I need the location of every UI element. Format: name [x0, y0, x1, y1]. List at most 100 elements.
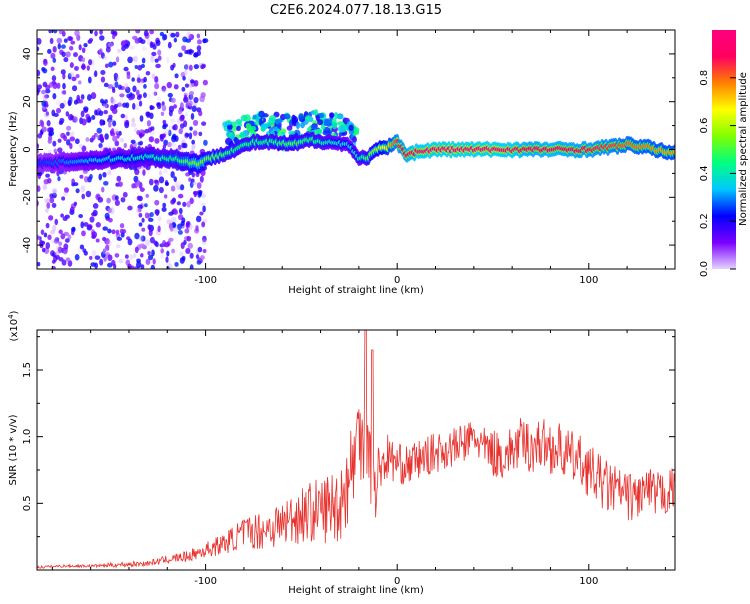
spectrogram-cell — [91, 250, 97, 257]
spectrogram-cell — [185, 220, 191, 227]
spectrogram-cell — [104, 238, 110, 245]
spectrogram-cell — [164, 194, 168, 199]
spectrogram-cell — [119, 93, 125, 98]
spectrogram-cell — [94, 70, 98, 78]
colorbar-tick-label: 0.0 — [699, 261, 710, 277]
spectrogram-cell — [47, 48, 52, 54]
spectrogram-cell — [190, 112, 195, 120]
spectrogram-cell — [144, 203, 148, 208]
spectrogram-cell — [47, 138, 52, 144]
spectrogram-cell — [111, 229, 116, 235]
snr-y-tick-label: 1.5 — [22, 362, 33, 378]
spectrogram-cell — [145, 193, 150, 198]
spectrogram-cell — [186, 235, 192, 242]
spectrogram-cell — [196, 182, 202, 189]
snr-series-line — [37, 330, 675, 569]
spectrogram-cell — [37, 69, 41, 77]
spectrogram-cell — [167, 141, 172, 148]
spectrogram-cell — [51, 75, 57, 82]
spectrogram-cell — [138, 222, 143, 227]
spectrogram-cell — [123, 142, 127, 149]
spectrogram-cell — [134, 232, 140, 240]
spectrogram-cell — [102, 55, 108, 60]
spectrogram-cell — [153, 184, 159, 192]
spectrogram-cell — [94, 109, 98, 116]
spectrogram-cell — [156, 102, 161, 107]
spectrogram-cell — [102, 226, 108, 231]
snr-panel: -100 0 100 0.5 1.0 1.5 Height of straight li… — [7, 310, 676, 596]
spectrogram-cell — [176, 185, 181, 191]
spectrogram-cell — [145, 258, 151, 265]
spectrogram-cell — [193, 52, 199, 58]
spectrogram-cell — [198, 110, 203, 117]
spectrogram-cell — [87, 116, 92, 123]
spectrogram-cell — [126, 73, 131, 80]
spectrogram-cell — [334, 111, 339, 120]
spectrogram-cell — [140, 253, 144, 258]
spectrogram-cell — [68, 72, 75, 78]
snr-y-multiplier-exponent: 4 — [7, 314, 15, 319]
spectrogram-cell — [156, 96, 162, 102]
spectrogram-cell — [304, 115, 312, 122]
spectrogram-cell — [54, 251, 60, 256]
spectrogram-cell — [179, 184, 185, 191]
spectrogram-cell — [76, 94, 81, 101]
spectrogram-cell — [59, 102, 65, 109]
spectrogram-panel: -100 0 100 -40 -20 0 20 40 Height of straight … — [8, 29, 676, 296]
spectrogram-cell — [81, 145, 87, 152]
spectrogram-cell — [179, 257, 185, 264]
spectrogram-cell — [257, 112, 265, 117]
spectrogram-cell — [188, 93, 194, 100]
spectrogram-cell — [119, 137, 125, 143]
spectrogram-cell — [54, 218, 59, 226]
spectrogram-cell — [114, 253, 120, 258]
spectrogram-cell — [154, 58, 159, 63]
spectrogram-cell — [112, 135, 118, 142]
spectrogram-cell — [136, 261, 142, 269]
spectrogram-cell — [149, 212, 154, 218]
spectrogram-x-tick-label: 100 — [579, 275, 598, 286]
spectrogram-cell — [127, 238, 133, 246]
spectrogram-cell — [196, 260, 202, 265]
spectrogram-cell — [155, 39, 161, 47]
spectrogram-cell — [191, 144, 195, 151]
spectrogram-cell — [189, 79, 195, 84]
spectrogram-cell — [52, 30, 58, 34]
spectrogram-cell — [169, 227, 174, 232]
spectrogram-cell — [49, 37, 54, 45]
spectrogram-cell — [292, 116, 299, 124]
spectrogram-cell — [91, 135, 96, 141]
spectrogram-cell — [44, 208, 49, 213]
spectrogram-cell — [81, 57, 86, 63]
spectrogram-cell — [190, 178, 195, 183]
spectrogram-cell — [163, 139, 169, 146]
spectrogram-cell — [131, 117, 136, 123]
spectrogram-cell — [195, 225, 199, 232]
spectrogram-cell — [261, 126, 266, 132]
spectrogram-cell — [148, 229, 153, 237]
spectrogram-y-tick-label: 20 — [22, 95, 33, 108]
spectrogram-cell — [179, 115, 185, 122]
spectrogram-cell — [159, 31, 165, 37]
spectrogram-cell — [168, 125, 173, 130]
spectrogram-cell — [191, 105, 197, 112]
spectrogram-cell — [99, 146, 105, 152]
spectrogram-cell — [323, 121, 329, 127]
spectrogram-cell — [132, 85, 137, 93]
spectrogram-cell — [164, 181, 170, 187]
spectrogram-cell — [202, 79, 208, 86]
spectrogram-cell — [329, 112, 335, 119]
spectrogram-cell — [337, 125, 346, 133]
spectrogram-cell — [48, 215, 54, 221]
spectrogram-cell — [124, 39, 128, 45]
spectrogram-cell — [198, 190, 203, 197]
spectrogram-cell — [37, 88, 41, 93]
spectrogram-cell — [283, 113, 291, 120]
spectrogram-cell — [132, 102, 136, 110]
spectrogram-cell — [185, 248, 191, 255]
spectrogram-cell — [57, 246, 63, 254]
spectrogram-cell — [187, 100, 193, 107]
spectrogram-cell — [148, 136, 155, 143]
spectrogram-cell — [145, 239, 151, 247]
spectrogram-cell — [88, 59, 93, 66]
